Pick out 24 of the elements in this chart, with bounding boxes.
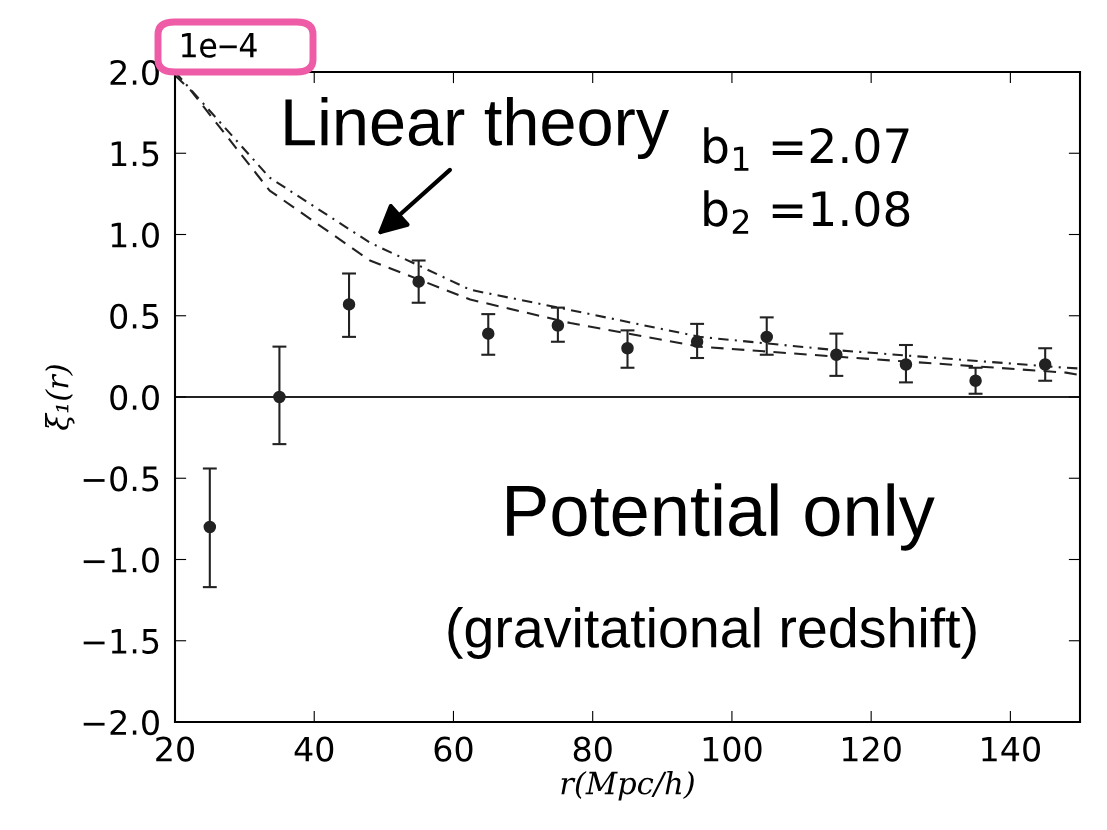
x-axis-title: r(Mpc/h) <box>561 770 694 801</box>
y-tick-label: 1.5 <box>111 141 159 167</box>
x-tick-label: 140 <box>982 736 1040 762</box>
y-tick-label: 1.0 <box>111 222 159 248</box>
annotation: Linear theory <box>285 96 669 160</box>
annotation: (gravitational redshift) <box>448 607 976 659</box>
y-tick-label: −1.0 <box>83 547 159 573</box>
x-tick-label: 80 <box>573 736 612 762</box>
y-tick-label: 0.5 <box>110 303 159 329</box>
y-tick-label: −0.5 <box>83 466 159 492</box>
x-tick-label: 100 <box>703 736 762 762</box>
text: 1e−4 <box>182 32 257 58</box>
x-tick-label: 20 <box>156 736 194 762</box>
annotation: b$_{2}$ =1.08 <box>704 190 910 234</box>
x-tick-label: 40 <box>294 736 334 762</box>
y-tick-label: 0.0 <box>110 384 159 411</box>
y-tick-label: −2.0 <box>83 709 159 736</box>
annotation: Potential only <box>507 483 935 551</box>
annotation: b$_{1}$ =2.07 <box>704 127 909 171</box>
y-tick-label: −1.5 <box>83 629 159 654</box>
x-tick-label: 120 <box>843 736 901 762</box>
y-axis-title: ξ₁(r) <box>45 365 75 430</box>
x-tick-label: 60 <box>434 736 473 762</box>
y-tick-label: 2.0 <box>110 59 159 86</box>
